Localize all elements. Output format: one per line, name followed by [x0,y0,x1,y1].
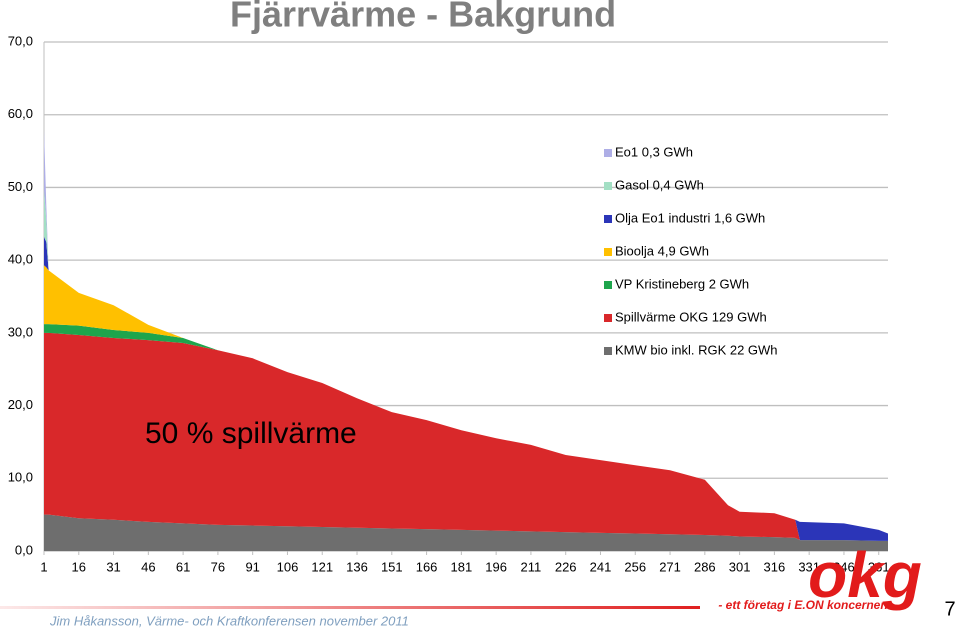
footer-rule [0,606,700,609]
x-tick-label: 226 [555,559,577,574]
plot: 0,0 10,0 20,0 30,0 40,0 50,0 60,0 70,0 1 16 31 46 61… [8,33,890,574]
x-tick-label: 136 [346,559,368,574]
x-tick-label: 286 [694,559,716,574]
legend-label: KMW bio inkl. RGK 22 GWh [615,342,778,357]
legend-label: Olja Eo1 industri 1,6 GWh [615,210,765,225]
legend-swatch [604,182,612,190]
x-tick-label: 106 [277,559,299,574]
page-number: 7 [944,598,955,620]
logo-tagline: - ett företag i E.ON koncernen [718,598,887,612]
x-tick-label: 46 [141,559,155,574]
y-tick-label: 20,0 [8,397,33,412]
y-tick-label: 40,0 [8,252,33,267]
x-tick-label: 31 [106,559,120,574]
legend-swatch [604,215,612,223]
legend-swatch [604,347,612,355]
legend-swatch [604,314,612,322]
x-tick-label: 151 [381,559,403,574]
logo: okg [808,539,922,611]
legend-swatch [604,281,612,289]
annotation: 50 % spillvärme [145,417,357,450]
x-tick-label: 1 [40,559,47,574]
x-tick-label: 241 [590,559,612,574]
x-tick-label: 271 [659,559,681,574]
legend-swatch [604,248,612,256]
x-tick-label: 16 [72,559,86,574]
y-tick-label: 50,0 [8,179,33,194]
x-tick-label: 301 [729,559,751,574]
legend-label: Bioolja 4,9 GWh [615,243,709,258]
legend-label: Spillvärme OKG 129 GWh [615,309,767,324]
y-tick-label: 60,0 [8,106,33,121]
x-tick-label: 196 [485,559,507,574]
x-tick-label: 331 [798,559,820,574]
x-tick-label: 361 [868,559,890,574]
area [44,514,888,551]
chart-title: Fjärrvärme - Bakgrund [230,0,616,35]
x-tick-label: 211 [521,559,542,574]
x-tick-label: 166 [416,559,438,574]
footer-text: Jim Håkansson, Värme- och Kraftkonferens… [49,613,409,628]
x-tick-label: 121 [311,559,333,574]
x-tick-label: 91 [245,559,259,574]
y-tick-label: 0,0 [15,542,33,557]
legend-label: VP Kristineberg 2 GWh [615,276,749,291]
x-tick-label: 346 [833,559,855,574]
legend-label: Gasol 0,4 GWh [615,177,704,192]
legend-swatch [604,149,612,157]
y-tick-label: 70,0 [8,33,33,48]
x-tick-label: 316 [764,559,786,574]
x-tick-label: 256 [624,559,646,574]
y-tick-label: 30,0 [8,324,33,339]
x-tick-label: 181 [451,559,473,574]
area [44,332,888,541]
x-tick-label: 76 [211,559,225,574]
x-tick-label: 61 [176,559,190,574]
legend-label: Eo1 0,3 GWh [615,144,693,159]
y-tick-label: 10,0 [8,470,33,485]
